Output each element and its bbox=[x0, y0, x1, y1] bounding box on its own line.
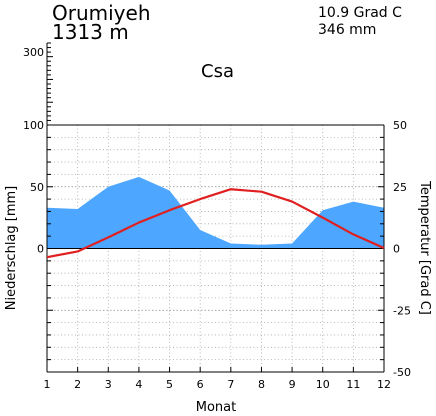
climate-classification: Csa bbox=[201, 61, 234, 82]
mean-temperature: 10.9 Grad C bbox=[318, 5, 402, 21]
left-tick-label: 50 bbox=[30, 181, 44, 194]
x-tick-label: 1 bbox=[44, 378, 51, 391]
station-elevation: 1313 m bbox=[52, 20, 129, 44]
x-axis-label: Monat bbox=[196, 400, 236, 415]
left-tick-label: 300 bbox=[23, 46, 44, 59]
precipitation-area bbox=[47, 176, 384, 249]
temperature-line bbox=[46, 188, 385, 259]
right-tick-label: -50 bbox=[393, 366, 411, 379]
annual-precipitation: 346 mm bbox=[318, 22, 377, 38]
x-tick-label: 10 bbox=[316, 378, 330, 391]
left-axis-label: Niederschlag [mm] bbox=[4, 186, 19, 311]
right-tick-label: -25 bbox=[393, 304, 411, 317]
axes bbox=[46, 42, 385, 373]
x-tick-label: 6 bbox=[197, 378, 204, 391]
x-tick-label: 9 bbox=[289, 378, 296, 391]
x-tick-label: 4 bbox=[135, 378, 142, 391]
temperature-line-layer bbox=[46, 188, 385, 259]
x-tick-label: 11 bbox=[346, 378, 360, 391]
right-tick-label: 25 bbox=[393, 181, 407, 194]
x-tick-label: 3 bbox=[105, 378, 112, 391]
right-tick-label: 0 bbox=[393, 243, 400, 256]
right-axis-label: Temperatur [Grad C] bbox=[417, 180, 432, 315]
x-tick-label: 8 bbox=[258, 378, 265, 391]
right-tick-label: 50 bbox=[393, 119, 407, 132]
x-tick-label: 2 bbox=[74, 378, 81, 391]
precipitation-area-layer bbox=[47, 176, 384, 249]
x-tick-label: 7 bbox=[227, 378, 234, 391]
x-tick-label: 5 bbox=[166, 378, 173, 391]
station-name: Orumiyeh bbox=[52, 1, 151, 25]
x-tick-label: 12 bbox=[377, 378, 391, 391]
left-tick-label: 0 bbox=[37, 243, 44, 256]
left-tick-label: 100 bbox=[23, 119, 44, 132]
